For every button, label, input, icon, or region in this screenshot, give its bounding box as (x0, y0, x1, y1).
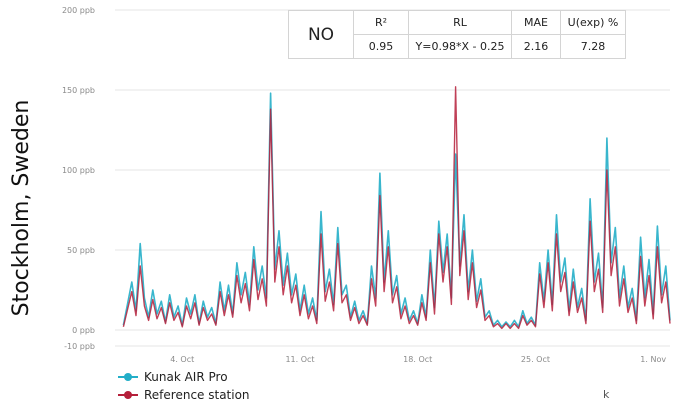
header-r2: R² (353, 10, 409, 35)
y-tick-label: 0 ppb (72, 326, 95, 335)
legend-item-kunak[interactable]: Kunak AIR Pro (118, 368, 250, 386)
legend-label-reference: Reference station (144, 388, 250, 402)
legend: Kunak AIR Pro Reference station (118, 368, 250, 404)
x-tick-label: 4. Oct (170, 355, 194, 364)
value-rl: Y=0.98*X - 0.25 (408, 34, 512, 59)
y-tick-label: 150 ppb (62, 86, 95, 95)
legend-item-reference[interactable]: Reference station (118, 386, 250, 404)
x-tick-label: 18. Oct (403, 355, 432, 364)
x-tick-label: 25. Oct (521, 355, 550, 364)
y-tick-label: 200 ppb (62, 6, 95, 15)
x-axis-ticks: 4. Oct 11. Oct 18. Oct 25. Oct 1. Nov (170, 355, 666, 364)
value-r2: 0.95 (353, 34, 409, 59)
header-rl: RL (408, 10, 512, 35)
series-lines (122, 86, 671, 330)
legend-label-kunak: Kunak AIR Pro (144, 370, 228, 384)
y-tick-label: -10 ppb (64, 342, 95, 351)
pollutant-label: NO (288, 10, 354, 59)
x-tick-label: 1. Nov (640, 355, 666, 364)
y-tick-label: 100 ppb (62, 166, 95, 175)
cropped-text-fragment: k (603, 388, 610, 401)
x-tick-label: 11. Oct (285, 355, 314, 364)
stats-table: NO R² RL MAE U(exp) % 0.95 Y=0.98*X - 0.… (288, 10, 626, 59)
series-line-reference (122, 86, 671, 330)
header-uexp: U(exp) % (560, 10, 626, 35)
y-tick-label: 50 ppb (67, 246, 95, 255)
value-mae: 2.16 (511, 34, 561, 59)
header-mae: MAE (511, 10, 561, 35)
y-axis-ticks: -10 ppb 0 ppb 50 ppb 100 ppb 150 ppb 200 ppb (62, 6, 95, 351)
value-uexp: 7.28 (560, 34, 626, 59)
legend-marker-kunak (118, 372, 138, 382)
legend-marker-reference (118, 390, 138, 400)
